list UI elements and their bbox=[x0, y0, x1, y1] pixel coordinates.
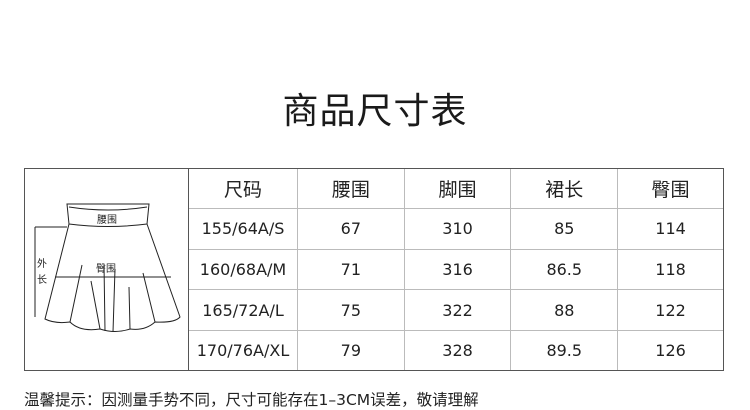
cell: 71 bbox=[297, 248, 405, 290]
page-title: 商品尺寸表 bbox=[282, 91, 468, 132]
cell: 155/64A/S bbox=[189, 208, 298, 250]
length-label: 外 bbox=[37, 258, 47, 270]
cell: 114 bbox=[617, 208, 723, 250]
size-chart: 腰围 臀围 外 长 尺码 腰围 脚围 裙长 臀围 155/64A/S 67 31… bbox=[24, 168, 724, 371]
header-waist: 腰围 bbox=[297, 169, 405, 209]
table-row: 165/72A/L 75 322 88 122 bbox=[189, 289, 723, 331]
cell: 322 bbox=[403, 289, 511, 331]
cell: 85 bbox=[510, 208, 618, 250]
hip-label: 臀围 bbox=[96, 263, 116, 275]
table-row: 155/64A/S 67 310 85 114 bbox=[189, 208, 723, 250]
cell: 88 bbox=[510, 289, 618, 331]
measurement-note: 温馨提示：因测量手势不同，尺寸可能存在1–3CM误差，敬请理解 bbox=[24, 391, 479, 409]
header-length: 裙长 bbox=[510, 169, 618, 209]
cell: 67 bbox=[297, 208, 405, 250]
cell: 165/72A/L bbox=[189, 289, 298, 331]
cell: 86.5 bbox=[510, 248, 618, 290]
cell: 170/76A/XL bbox=[189, 329, 298, 370]
table-row: 170/76A/XL 79 328 89.5 126 bbox=[189, 329, 723, 370]
skirt-illustration-icon: 腰围 臀围 外 长 bbox=[34, 203, 181, 333]
length-label: 长 bbox=[37, 274, 47, 286]
table-header-row: 尺码 腰围 脚围 裙长 臀围 bbox=[189, 169, 723, 209]
size-table: 尺码 腰围 脚围 裙长 臀围 155/64A/S 67 310 85 114 1… bbox=[189, 169, 723, 370]
header-hip: 臀围 bbox=[617, 169, 723, 209]
cell: 316 bbox=[403, 248, 511, 290]
header-size: 尺码 bbox=[223, 179, 262, 201]
waist-label: 腰围 bbox=[97, 214, 117, 226]
cell: 89.5 bbox=[510, 329, 618, 370]
cell: 122 bbox=[617, 289, 723, 331]
cell: 75 bbox=[297, 289, 405, 331]
cell: 79 bbox=[297, 329, 405, 370]
cell: 126 bbox=[617, 329, 723, 370]
cell: 328 bbox=[403, 329, 511, 370]
cell: 160/68A/M bbox=[189, 248, 298, 290]
table-row: 160/68A/M 71 316 86.5 118 bbox=[189, 248, 723, 290]
cell: 310 bbox=[403, 208, 511, 250]
header-hem: 脚围 bbox=[403, 169, 511, 209]
cell: 118 bbox=[617, 248, 723, 290]
skirt-diagram: 腰围 臀围 外 长 bbox=[25, 169, 189, 370]
